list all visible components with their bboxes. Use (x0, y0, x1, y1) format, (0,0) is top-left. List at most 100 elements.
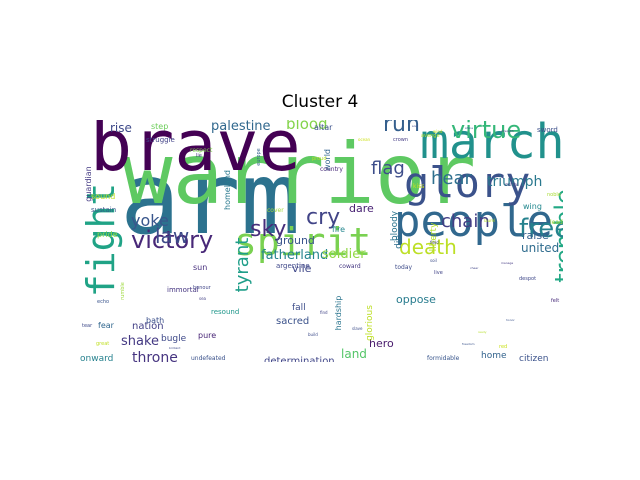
word-sun: sun (193, 263, 207, 272)
word-altar: altar (314, 123, 333, 132)
word-undefeated: undefeated (191, 355, 226, 362)
word-find: find (320, 310, 328, 315)
word-fight: fight (79, 183, 123, 297)
word-land: land (341, 347, 367, 361)
word-shake: shake (121, 334, 159, 349)
word-fatherland: fatherland (261, 248, 328, 263)
word-honor: honor (506, 318, 515, 322)
word-today: today (395, 264, 413, 271)
word-fear: fear (98, 321, 115, 330)
word-crown: crown (393, 137, 408, 143)
word-ready: ready (478, 330, 487, 334)
word-respect: respect (190, 147, 213, 154)
word-soldier: soldier (322, 247, 366, 262)
word-die: die (394, 235, 404, 249)
word-tear: tear (82, 323, 93, 329)
word-bath: bath (146, 316, 164, 325)
chart-title: Cluster 4 (281, 92, 359, 112)
word-tremble: tremble (550, 189, 563, 283)
word-sustain: sustain (91, 206, 116, 214)
word-build: build (308, 332, 318, 337)
word-throne: throne (132, 350, 178, 362)
word-lie: lie (196, 153, 202, 159)
word-fire: fire (332, 225, 345, 234)
word-shine: shine (465, 126, 473, 130)
word-oppose: oppose (396, 293, 436, 306)
word-glory: glory (404, 158, 530, 207)
word-immortal: immortal (167, 286, 199, 294)
word-determination: determination (264, 356, 335, 362)
word-mortal: mortal (505, 182, 518, 187)
word-strength: strength (501, 129, 514, 133)
word-homeland: homeland (223, 170, 232, 210)
word-echo: echo (97, 299, 109, 305)
word-formidable: formidable (427, 355, 460, 362)
word-brilliant: brilliant (169, 346, 181, 350)
word-red: red (499, 344, 507, 350)
word-cannon: cannon (561, 131, 563, 160)
word-glorious: glorious (365, 305, 375, 341)
word-honour: honour (193, 285, 212, 291)
word-citizen: citizen (519, 354, 548, 362)
word-field: field (430, 240, 439, 245)
word-argentine: argentine (276, 262, 310, 270)
word-onward: onward (80, 354, 113, 362)
word-cloud: arm warrior brave march people glory fight spir… (79, 120, 563, 362)
word-struggle: struggle (146, 136, 175, 144)
word-cry: cry (306, 205, 340, 230)
word-home: home (481, 351, 507, 361)
word-lead: lead (550, 219, 563, 226)
word-freedom: freedom (462, 342, 475, 346)
word-resound: resound (211, 308, 239, 316)
word-despot: despot (519, 276, 536, 282)
word-felt: felt (551, 298, 559, 304)
word-virtue: virtue (451, 120, 521, 144)
word-spirit: spirit (234, 220, 371, 264)
word-laurel: laurel (484, 218, 495, 223)
word-law: law (155, 224, 189, 248)
word-kiss: kiss (413, 183, 424, 190)
word-death: death (399, 235, 457, 259)
word-slave: slave (352, 326, 363, 331)
word-noble: noble (547, 192, 561, 198)
word-country: country (320, 166, 343, 173)
word-pride: pride (97, 230, 118, 239)
word-raise: raise (522, 229, 549, 242)
word-brave: brave (90, 120, 301, 187)
word-palestine: palestine (211, 120, 271, 134)
word-live: live (434, 270, 443, 276)
word-blood: blood (286, 120, 328, 133)
word-chain: chain (441, 211, 490, 232)
word-step: step (151, 122, 168, 131)
word-sword: sword (537, 126, 558, 134)
word-victory: victory (131, 226, 213, 254)
word-yoke: yoke (131, 211, 169, 230)
word-tyrant: tyrant (232, 238, 253, 293)
word-europe: europe (256, 148, 262, 166)
word-march: march (420, 120, 563, 170)
word-cover: cover (267, 207, 284, 214)
word-fall: fall (292, 303, 306, 313)
word-dare: dare (349, 202, 374, 215)
word-wing: wing (523, 202, 542, 211)
word-sacred: sacred (276, 316, 309, 327)
word-ocean: ocean (358, 137, 371, 142)
word-great: great (96, 341, 109, 347)
word-run: run (383, 120, 420, 137)
word-proud: proud (312, 156, 327, 162)
word-world: world (323, 149, 332, 171)
word-avenge: avenge (421, 133, 440, 139)
word-united: united (521, 241, 559, 255)
word-soul: soul (412, 124, 418, 128)
word-warrior: warrior (122, 125, 476, 223)
word-flag: flag (371, 158, 405, 179)
word-people: people (394, 196, 553, 247)
word-arm: arm (120, 140, 301, 257)
word-hero: hero (369, 337, 394, 350)
word-hardship: hardship (334, 296, 343, 331)
word-nation: nation (132, 321, 164, 332)
word-bugle: bugle (161, 334, 187, 344)
word-ground: ground (276, 234, 315, 247)
word-wind: wind (433, 129, 443, 134)
